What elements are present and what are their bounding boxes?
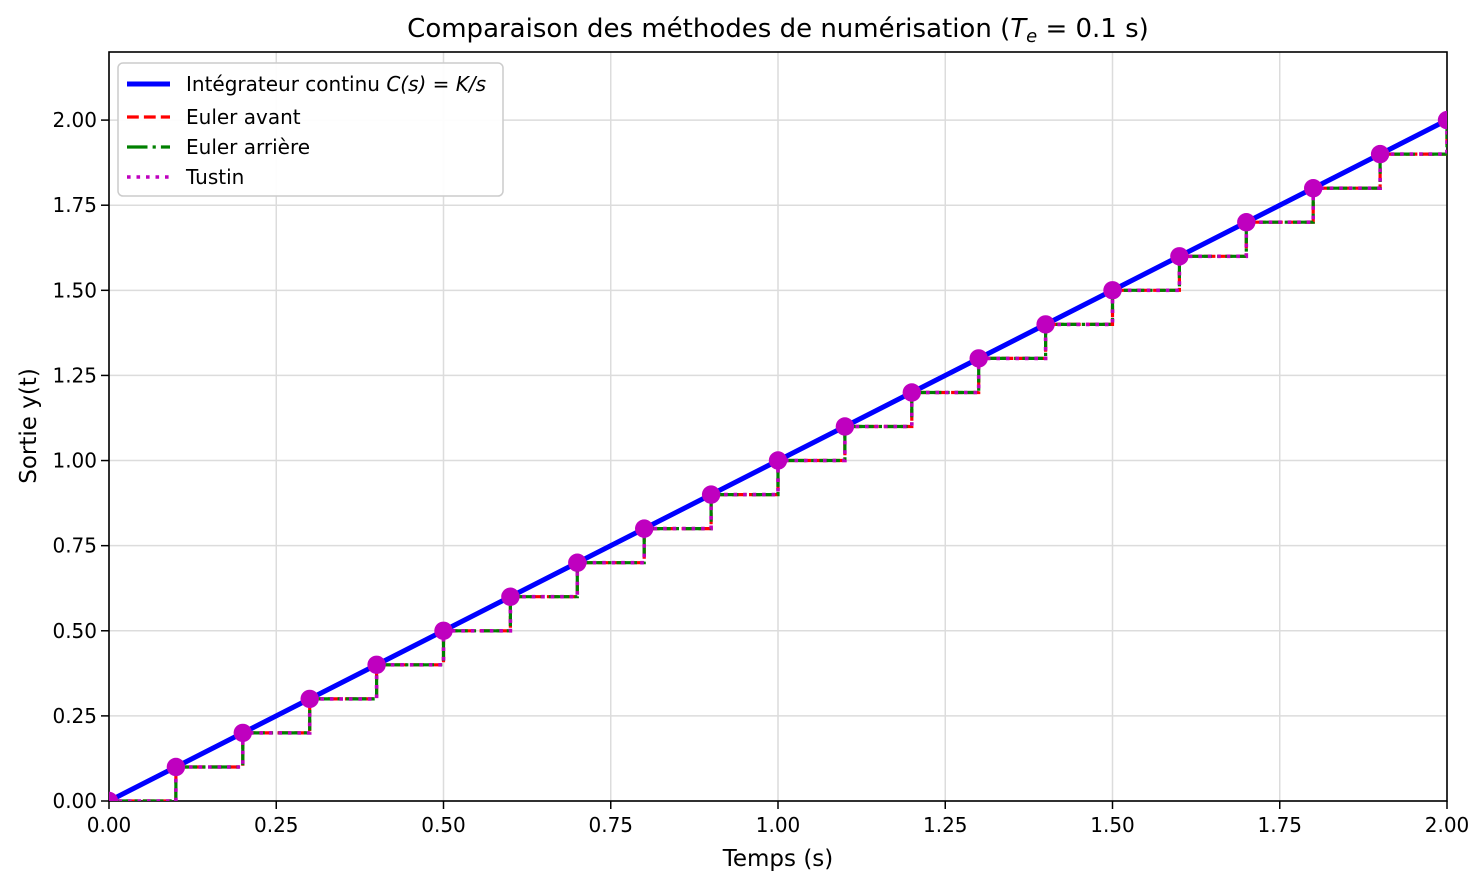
x-tick-label: 2.00 [1425,813,1470,837]
y-tick-label: 0.75 [52,534,97,558]
title-math-var: T [1010,14,1028,44]
sample-marker [367,655,386,674]
legend-box [117,62,504,197]
sample-marker [1170,247,1189,266]
chart-title: Comparaison des méthodes de numérisation… [407,14,1149,47]
legend-item-tustin: Tustin [127,165,244,189]
sample-marker [233,723,252,743]
sample-marker [1304,179,1323,198]
legend-label: Euler avant [186,105,301,129]
x-tick-label: 1.50 [1090,813,1135,837]
y-tick-label: 0.00 [52,789,97,813]
legend-label: Euler arrière [186,135,310,159]
sample-marker [1103,281,1122,300]
sample-marker [568,553,587,572]
sample-marker [1437,110,1447,130]
sample-marker [434,621,453,640]
sample-marker [902,383,921,402]
x-tick-label: 0.50 [421,813,466,837]
markers-tustin [109,110,1447,801]
y-tick-label: 1.50 [52,278,97,302]
legend-label: Tustin [185,165,244,189]
legend-item-int-grateur-continu: Intégrateur continu C(s) = K/s [127,72,486,96]
legend: Intégrateur continu C(s) = K/s Euler avan… [117,62,504,197]
y-tick-label: 1.75 [52,193,97,217]
sample-marker [835,417,855,436]
x-tick-label: 0.00 [87,813,132,837]
legend-label: Intégrateur continu C(s) = K/s [186,72,486,96]
sample-marker [300,689,319,709]
legend-item-euler-arri-re: Euler arrière [127,135,310,159]
sample-marker [701,485,721,504]
x-tick-label: 1.25 [923,813,968,837]
sample-marker [969,349,988,368]
sample-marker [768,451,788,470]
x-axis-label: Temps (s) [722,846,834,872]
y-tick-label: 2.00 [52,108,97,132]
legend-item-euler-avant: Euler avant [127,105,301,129]
title-text: Comparaison des méthodes de numérisation… [407,14,1010,44]
title-text-suffix: = 0.1 s) [1037,14,1149,44]
x-tick-label: 1.75 [1257,813,1302,837]
sample-marker [166,757,186,777]
x-tick-label: 1.00 [756,813,801,837]
y-tick-label: 0.25 [52,704,97,728]
axis-tick-layer: 0.00 0.25 0.50 0.75 1.00 1.25 1.50 1.75 2.00 0.00… [52,108,1469,837]
sample-marker [635,519,654,538]
x-tick-label: 0.25 [254,813,299,837]
sample-marker [109,791,119,801]
y-tick-label: 1.25 [52,363,97,387]
series-layer [109,110,1447,801]
sample-marker [1036,315,1055,334]
sample-marker [501,587,520,606]
y-tick-label: 1.00 [52,449,97,473]
y-axis-label: Sortie y(t) [16,368,42,484]
sample-marker [1237,213,1256,232]
sample-marker [1370,144,1390,164]
x-tick-label: 0.75 [588,813,633,837]
title-math-sub: e [1026,26,1037,47]
y-tick-label: 0.50 [52,619,97,643]
